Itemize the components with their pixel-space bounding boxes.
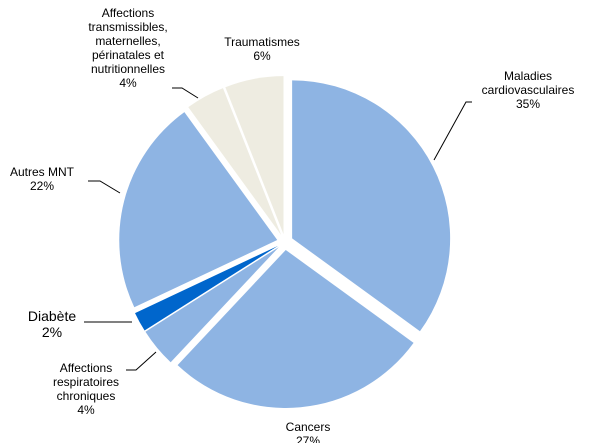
slice-percent: 4% [119,76,137,90]
slice-label-affections: Affections transmissibles, maternelles, pér… [88,6,167,90]
slice-label-line: chroniques [57,389,116,403]
pie-slice-traumatismes [225,76,284,235]
slice-label-line: Traumatismes [224,35,300,49]
slice-percent: 2% [42,324,62,340]
slice-label-line: Autres MNT [10,165,75,179]
slice-label-line: nutritionnelles [91,62,165,76]
slice-percent: 35% [516,97,540,111]
slice-label-affections: Affections respiratoires chroniques 4% [53,361,119,417]
slice-label-cancers: Cancers 27% [286,420,331,443]
leader-line-maladies [433,101,472,161]
slice-label-line: périnatales et [92,48,165,62]
slice-label-line: cardiovasculaires [482,83,575,97]
slice-label-line: Maladies [504,69,552,83]
pie-slice-affections [188,88,282,235]
slice-label-line: Cancers [286,420,331,434]
leader-line-affections [126,351,157,371]
pie-slice-autres-mnt [119,112,278,308]
pie-slice-diabete [135,245,278,331]
pie-slice-affections [145,247,279,363]
pie-slices [119,76,451,408]
pie-slice-maladies [292,80,451,332]
pie-slice-cancers [177,249,414,408]
slice-percent: 22% [30,179,54,193]
slice-label-traumatismes: Traumatismes 6% [224,35,300,63]
slice-percent: 27% [296,434,320,443]
slice-label-line: Diabète [28,308,76,324]
slice-label-line: Affections [102,6,154,20]
leader-line-autres-mnt [88,180,121,194]
slice-label-diabete: Diabète 2% [28,308,76,340]
slice-label-line: Affections [60,361,112,375]
slice-labels: Maladies cardiovasculaires 35% Cancers 27% Af… [10,6,574,443]
slice-percent: 4% [77,403,95,417]
leader-line-affections [172,87,199,99]
slice-label-line: transmissibles, [88,20,167,34]
slice-percent: 6% [253,49,271,63]
slice-label-line: respiratoires [53,375,119,389]
slice-label-maladies: Maladies cardiovasculaires 35% [482,69,575,111]
slice-label-line: maternelles, [95,34,160,48]
slice-label-autres-mnt: Autres MNT 22% [10,165,75,193]
label-leader-lines [84,87,472,371]
